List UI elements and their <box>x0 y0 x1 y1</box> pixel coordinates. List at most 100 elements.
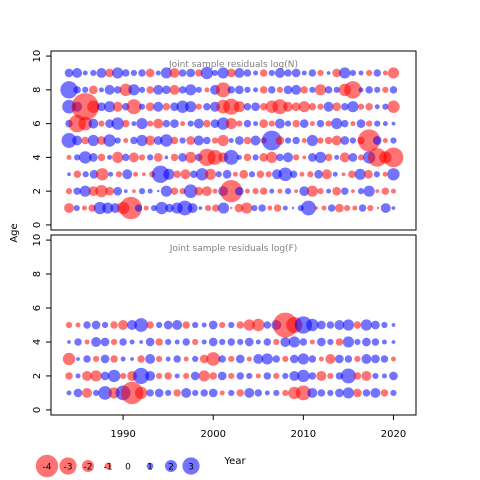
residual-bubble <box>371 354 380 364</box>
residual-bubble <box>163 320 173 330</box>
residual-bubble <box>252 318 265 332</box>
residual-bubble <box>382 138 388 143</box>
residual-bubble <box>317 320 326 330</box>
residual-bubble <box>358 87 364 93</box>
residual-bubble <box>182 321 190 329</box>
residual-bubble <box>383 147 404 168</box>
residual-bubble <box>91 337 102 347</box>
residual-bubble <box>97 153 106 162</box>
residual-bubble <box>243 69 252 77</box>
residual-bubble <box>326 71 331 75</box>
residual-bubble <box>235 136 244 145</box>
residual-bubble <box>289 354 299 364</box>
residual-bubble <box>353 321 362 329</box>
residual-bubble <box>81 136 89 145</box>
residual-bubble <box>133 171 139 177</box>
residual-bubble <box>212 204 220 212</box>
residual-bubble <box>209 372 217 380</box>
residual-bubble <box>341 187 349 195</box>
residual-bubble <box>211 69 219 77</box>
residual-bubble <box>112 67 124 79</box>
residual-bubble <box>358 204 367 212</box>
residual-bubble <box>282 355 289 363</box>
residual-bubble <box>65 321 73 329</box>
y-tick-label: 2 <box>32 373 43 379</box>
residual-bubble <box>354 338 361 346</box>
residual-bubble <box>204 168 217 180</box>
residual-bubble <box>169 67 180 78</box>
residual-bubble <box>200 389 208 397</box>
residual-bubble <box>198 206 203 210</box>
residual-bubble <box>272 355 281 363</box>
residual-bubble <box>178 153 187 162</box>
residual-bubble <box>66 154 72 160</box>
residual-bubble <box>186 68 196 78</box>
residual-bubble <box>201 339 207 345</box>
residual-bubble <box>241 202 253 214</box>
residual-bubble <box>156 372 163 380</box>
y-tick-label: 8 <box>32 87 43 93</box>
residual-bubble <box>62 352 76 366</box>
residual-bubble <box>64 68 74 78</box>
residual-bubble <box>317 137 324 144</box>
residual-bubble <box>375 189 380 194</box>
residual-bubble <box>259 187 268 195</box>
residual-bubble <box>228 138 234 143</box>
residual-bubble <box>187 203 198 214</box>
residual-bubble <box>89 153 98 162</box>
residual-bubble <box>324 136 333 145</box>
residual-bubble <box>353 372 362 380</box>
residual-bubble <box>352 205 358 211</box>
residual-bubble <box>366 120 373 127</box>
residual-bubble <box>61 133 77 148</box>
residual-bubble <box>382 70 388 76</box>
residual-bubble <box>185 101 197 113</box>
residual-bubble <box>87 134 99 147</box>
residual-bubble <box>195 86 202 93</box>
y-tick-label: 0 <box>32 222 43 228</box>
residual-bubble <box>122 119 130 128</box>
residual-bubble <box>73 388 83 398</box>
residual-bubble <box>333 86 340 93</box>
residual-bubble <box>391 323 396 327</box>
residual-bubble <box>309 339 315 345</box>
residual-bubble <box>180 169 191 180</box>
residual-bubble <box>350 121 356 127</box>
residual-bubble <box>321 205 327 211</box>
residual-bubble <box>75 322 81 328</box>
residual-bubble <box>92 389 100 397</box>
residual-bubble <box>314 84 327 96</box>
residual-bubble <box>155 70 161 76</box>
residual-bubble <box>264 390 270 396</box>
residual-bubble <box>246 356 252 362</box>
residual-bubble <box>217 134 229 147</box>
residual-bubble <box>208 388 218 398</box>
residual-bubble <box>354 355 361 363</box>
residual-bubble <box>391 206 396 210</box>
residual-bubble <box>73 187 81 195</box>
residual-bubble <box>157 189 160 193</box>
residual-bubble <box>318 356 324 362</box>
residual-bubble <box>173 389 181 397</box>
residual-bubble <box>380 389 389 397</box>
residual-bubble <box>308 69 317 77</box>
residual-bubble <box>138 69 146 77</box>
residual-bubble <box>192 355 199 363</box>
residual-bubble <box>134 386 148 400</box>
residual-bubble <box>192 338 199 346</box>
residual-bubble <box>371 320 380 330</box>
residual-bubble <box>348 153 358 162</box>
residual-bubble <box>335 203 344 213</box>
residual-bubble <box>65 188 73 195</box>
residual-bubble <box>200 66 214 80</box>
legend-bubble <box>59 457 77 475</box>
residual-bubble <box>325 354 336 364</box>
residual-bubble <box>244 337 254 347</box>
residual-bubble <box>113 186 123 196</box>
residual-bubble <box>321 169 332 180</box>
legend-bubble <box>35 454 59 478</box>
residual-bubble <box>146 389 154 397</box>
residual-bubble <box>291 206 295 210</box>
residual-bubble <box>274 67 285 78</box>
